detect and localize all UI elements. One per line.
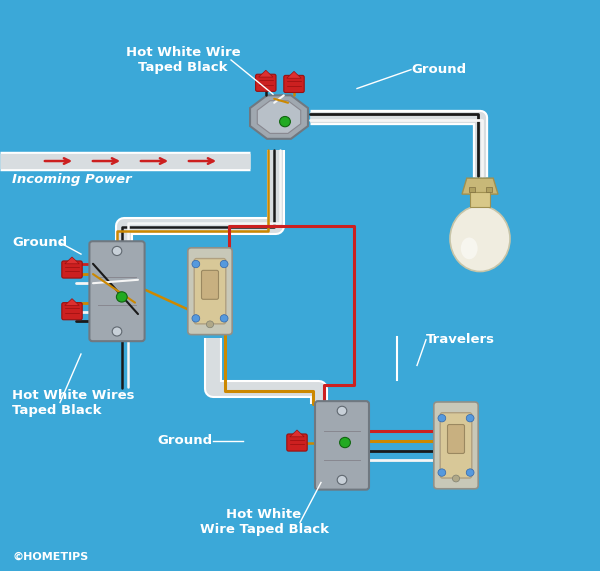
Circle shape <box>438 469 446 476</box>
FancyBboxPatch shape <box>194 259 226 324</box>
Polygon shape <box>65 257 79 264</box>
Text: ©HOMETIPS: ©HOMETIPS <box>12 552 88 562</box>
Polygon shape <box>462 178 498 194</box>
Circle shape <box>192 260 200 268</box>
Ellipse shape <box>450 206 510 271</box>
FancyBboxPatch shape <box>256 74 276 91</box>
FancyBboxPatch shape <box>89 241 145 341</box>
Polygon shape <box>250 95 308 139</box>
FancyBboxPatch shape <box>434 402 478 489</box>
Circle shape <box>112 327 122 336</box>
Polygon shape <box>259 70 273 77</box>
FancyBboxPatch shape <box>62 303 82 320</box>
Circle shape <box>337 407 347 416</box>
Text: Hot White Wires
Taped Black: Hot White Wires Taped Black <box>12 388 134 417</box>
Polygon shape <box>65 299 79 305</box>
Circle shape <box>206 321 214 328</box>
FancyBboxPatch shape <box>188 248 232 335</box>
Bar <box>470 192 490 207</box>
Circle shape <box>280 116 290 127</box>
Text: Hot White
Wire Taped Black: Hot White Wire Taped Black <box>199 508 329 537</box>
FancyBboxPatch shape <box>284 75 304 93</box>
Bar <box>469 187 475 192</box>
Polygon shape <box>290 430 304 437</box>
FancyBboxPatch shape <box>315 401 369 489</box>
Ellipse shape <box>461 238 478 259</box>
Text: Ground: Ground <box>158 435 213 447</box>
Circle shape <box>466 469 474 476</box>
Polygon shape <box>257 100 301 134</box>
FancyBboxPatch shape <box>202 270 218 299</box>
Polygon shape <box>287 71 301 78</box>
Bar <box>486 187 492 192</box>
Text: Travelers: Travelers <box>426 333 495 346</box>
Text: Hot White Wire
Taped Black: Hot White Wire Taped Black <box>125 46 241 74</box>
Circle shape <box>466 415 474 422</box>
Text: Incoming Power: Incoming Power <box>12 174 131 186</box>
Circle shape <box>452 475 460 482</box>
FancyBboxPatch shape <box>287 434 307 451</box>
FancyBboxPatch shape <box>62 261 82 278</box>
Circle shape <box>112 247 122 256</box>
Text: Ground: Ground <box>411 63 466 76</box>
Circle shape <box>438 415 446 422</box>
Circle shape <box>116 292 127 302</box>
Circle shape <box>220 315 228 322</box>
Circle shape <box>340 437 350 448</box>
Text: Ground: Ground <box>12 236 67 249</box>
Circle shape <box>337 475 347 484</box>
FancyBboxPatch shape <box>440 413 472 478</box>
FancyBboxPatch shape <box>448 424 464 453</box>
Circle shape <box>220 260 228 268</box>
Circle shape <box>192 315 200 322</box>
